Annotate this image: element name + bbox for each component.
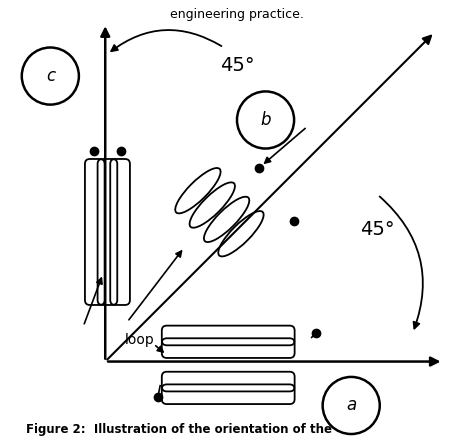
Text: 45°: 45° xyxy=(360,220,395,239)
Text: Figure 2:  Illustration of the orientation of the: Figure 2: Illustration of the orientatio… xyxy=(26,423,332,436)
Text: engineering practice.: engineering practice. xyxy=(170,8,304,21)
Text: a: a xyxy=(346,396,356,415)
Text: loop: loop xyxy=(125,332,155,347)
Text: b: b xyxy=(260,111,271,129)
Text: c: c xyxy=(46,67,55,85)
Text: 45°: 45° xyxy=(219,56,255,75)
